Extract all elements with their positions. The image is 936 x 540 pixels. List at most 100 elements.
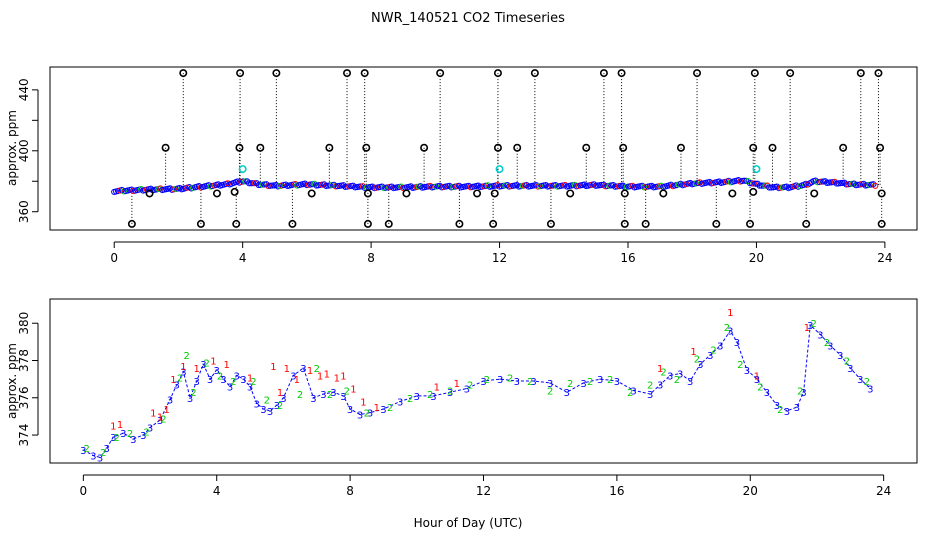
level-2-point: 2: [757, 383, 763, 394]
level-2-point: 2: [407, 394, 413, 405]
flagged-near-point: [490, 189, 499, 198]
level-2-point: 2: [327, 390, 333, 401]
baseline-point: [600, 181, 607, 188]
baseline-point: [359, 183, 366, 190]
level-1-point: 1: [454, 379, 460, 390]
level-3-point: 3: [707, 351, 713, 362]
top-y-tick-label: 440: [17, 78, 31, 101]
flagged-high-point: [617, 69, 626, 78]
level-3-point: 3: [630, 386, 636, 397]
level-1-point: 1: [727, 308, 733, 319]
baseline-point: [340, 182, 347, 189]
top-x-tick-label: 16: [620, 251, 635, 265]
level-1-point: 1: [804, 323, 810, 334]
level-3-point: 3: [480, 377, 486, 388]
flagged-high-point: [530, 69, 539, 78]
level-3-point: 3: [497, 375, 503, 386]
top-x-tick-label: 12: [492, 251, 507, 265]
level-2-point: 2: [660, 368, 666, 379]
level-2-point: 2: [427, 390, 433, 401]
level-2-point: 2: [250, 377, 256, 388]
level-3-point: 3: [254, 399, 260, 410]
level-3-point: 3: [717, 342, 723, 353]
bottom-x-tick-label: 20: [743, 484, 758, 498]
top-y-tick-label: 400: [17, 139, 31, 162]
cyan-flagged-point: [495, 165, 504, 174]
level-2-point: 2: [527, 377, 533, 388]
baseline-point: [253, 180, 260, 187]
flagged-mid-point: [420, 143, 429, 152]
flagged-low-point: [489, 219, 498, 228]
level-1-point: 1: [150, 409, 156, 420]
level-1-point: 1: [157, 412, 163, 423]
flagged-near-point: [212, 189, 221, 198]
level-3-point: 3: [547, 379, 553, 390]
bottom-x-tick-label: 4: [213, 484, 221, 498]
level-1-point: 1: [164, 405, 170, 416]
baseline-point: [350, 182, 357, 189]
top-y-axis-label: approx. ppm: [5, 110, 19, 186]
level-1-point: 1: [294, 375, 300, 386]
level-3-point: 3: [347, 405, 353, 416]
flagged-near-point: [363, 189, 372, 198]
level-3-point: 3: [340, 392, 346, 403]
flagged-low-point: [746, 219, 755, 228]
level-2-point: 2: [467, 381, 473, 392]
level-3-point: 3: [857, 375, 863, 386]
cyan-flagged-point: [752, 165, 761, 174]
level-3-point: 3: [734, 338, 740, 349]
level-2-point: 2: [547, 386, 553, 397]
level-1-point: 1: [360, 398, 366, 409]
level-3-point: 3: [290, 371, 296, 382]
level-1-point: 1: [754, 371, 760, 382]
level-3-point: 3: [97, 453, 103, 464]
top-x-tick-label: 24: [877, 251, 892, 265]
level-2-point: 2: [647, 381, 653, 392]
level-2-point: 2: [387, 403, 393, 414]
level-2-point: 2: [710, 345, 716, 356]
level-3-point: 3: [597, 375, 603, 386]
flagged-mid-point: [513, 143, 522, 152]
flagged-low-point: [232, 219, 241, 228]
baseline-point: [822, 178, 829, 185]
level-3-point: 3: [234, 371, 240, 382]
bottom-x-tick-label: 16: [609, 484, 624, 498]
flagged-mid-point: [325, 143, 334, 152]
flagged-high-point: [856, 69, 865, 78]
level-2-point: 2: [190, 388, 196, 399]
baseline-point: [240, 178, 247, 185]
level-1-point: 1: [117, 420, 123, 431]
top-panel-frame: [49, 66, 918, 231]
level-3-point: 3: [357, 411, 363, 422]
level-3-point: 3: [310, 394, 316, 405]
level-2-point: 2: [567, 379, 573, 390]
level-3-point: 3: [157, 416, 163, 427]
level-2-point: 2: [797, 386, 803, 397]
level-3-point: 3: [807, 321, 813, 332]
baseline-point: [872, 182, 879, 189]
level-3-point: 3: [564, 388, 570, 399]
level-2-point: 2: [627, 388, 633, 399]
flagged-low-point: [641, 219, 650, 228]
top-x-tick-label: 8: [367, 251, 375, 265]
flagged-mid-point: [582, 143, 591, 152]
level-2-point: 2: [810, 319, 816, 330]
flagged-near-point: [473, 189, 482, 198]
flagged-low-point: [546, 219, 555, 228]
level-3-point: 3: [727, 327, 733, 338]
level-3-connector-line: [83, 324, 871, 458]
flagged-near-point: [728, 189, 737, 198]
flagged-high-point: [786, 69, 795, 78]
level-2-point: 2: [83, 444, 89, 455]
level-3-point: 3: [430, 392, 436, 403]
level-3-point: 3: [657, 381, 663, 392]
level-3-point: 3: [380, 405, 386, 416]
flagged-high-point: [750, 69, 759, 78]
flagged-mid-point: [876, 143, 885, 152]
bottom-y-tick-label: 376: [17, 386, 31, 409]
flagged-low-point: [620, 219, 629, 228]
level-1-point: 1: [657, 364, 663, 375]
flagged-near-point: [402, 189, 411, 198]
